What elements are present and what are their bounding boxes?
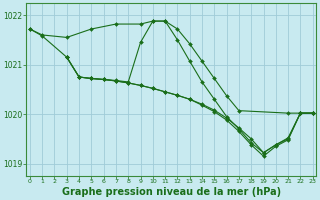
X-axis label: Graphe pression niveau de la mer (hPa): Graphe pression niveau de la mer (hPa) xyxy=(62,187,281,197)
